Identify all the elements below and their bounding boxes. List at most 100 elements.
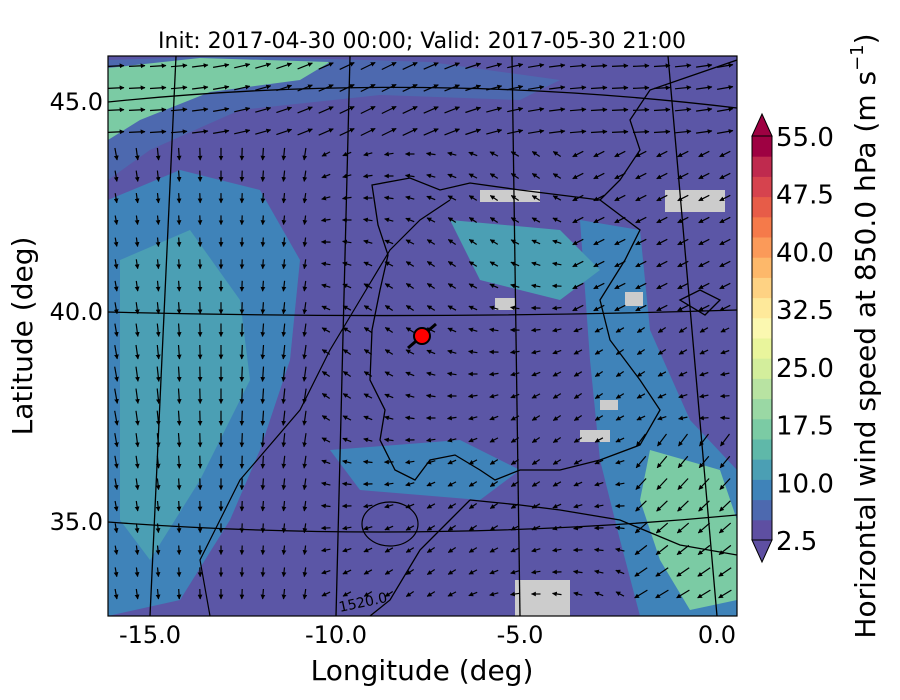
- wind-vector: [426, 371, 436, 377]
- wind-vector: [134, 237, 140, 247]
- wind-vector: [468, 327, 478, 333]
- wind-vector: [697, 544, 711, 556]
- wind-vector: [113, 478, 119, 490]
- wind-vector: [113, 302, 119, 315]
- wind-vector: [594, 371, 604, 377]
- colorbar-segment: [752, 297, 772, 319]
- wind-vector: [590, 63, 608, 69]
- wind-vector: [510, 371, 520, 377]
- wind-vector: [489, 437, 499, 443]
- wind-vector: [531, 195, 541, 201]
- wind-vector: [656, 172, 668, 180]
- wind-vector: [489, 459, 499, 465]
- wind-vector: [594, 327, 604, 333]
- wind-vector: [321, 283, 331, 289]
- wind-vector: [698, 238, 710, 246]
- colorbar-label-main: Horizontal wind speed at 850.0 hPa (m s: [849, 71, 882, 639]
- wind-vector: [573, 459, 583, 465]
- wind-vector: [108, 107, 125, 113]
- wind-vector: [468, 349, 478, 355]
- wind-vector: [192, 107, 209, 112]
- wind-vector: [636, 327, 646, 333]
- wind-vector: [192, 129, 209, 134]
- station-marker-dot: [413, 327, 431, 345]
- wind-vector: [489, 503, 499, 509]
- wind-vector: [552, 173, 562, 179]
- wind-vector: [134, 567, 140, 578]
- wind-vector: [318, 106, 334, 114]
- wind-vector: [321, 305, 331, 311]
- wind-vector: [114, 410, 119, 426]
- wind-vector: [170, 85, 188, 91]
- colorbar-segment: [752, 439, 772, 460]
- wind-vector: [635, 455, 647, 469]
- wind-vector: [510, 195, 520, 201]
- wind-vector: [573, 481, 583, 487]
- wind-vector: [260, 410, 266, 426]
- wind-vector: [113, 588, 119, 600]
- wind-vector: [255, 62, 272, 69]
- wind-vector: [234, 62, 251, 69]
- wind-vector: [593, 282, 605, 290]
- wind-vector: [632, 129, 650, 135]
- wind-vector: [634, 567, 648, 577]
- wind-vector: [134, 588, 140, 600]
- map-panel: 1520.0: [108, 56, 737, 616]
- wind-vector: [716, 106, 734, 112]
- wind-vector: [260, 455, 266, 469]
- wind-vector: [677, 260, 689, 268]
- wind-vector: [321, 393, 331, 399]
- wind-vector: [260, 545, 266, 555]
- wind-vector: [552, 459, 562, 465]
- wind-vector: [176, 388, 182, 404]
- wind-vector: [426, 217, 436, 223]
- wind-vector: [155, 433, 161, 448]
- wind-vector: [507, 106, 524, 113]
- wind-vector: [113, 523, 119, 534]
- wind-vector: [676, 522, 690, 534]
- wind-vector: [552, 305, 562, 311]
- wind-vector: [384, 261, 394, 267]
- wind-vector: [698, 500, 710, 512]
- wind-vector: [697, 589, 711, 599]
- colorbar-segment: [752, 459, 772, 480]
- wind-vector: [405, 349, 415, 355]
- wind-vector: [531, 503, 541, 509]
- wind-vector: [134, 455, 140, 469]
- wind-vector: [447, 305, 457, 311]
- wind-vector: [572, 260, 584, 268]
- wind-vector: [155, 237, 161, 247]
- wind-vector: [155, 193, 161, 204]
- wind-vector: [260, 366, 266, 382]
- wind-vector: [552, 547, 562, 553]
- wind-vector: [405, 261, 415, 267]
- wind-vector: [234, 106, 251, 113]
- wind-vector: [698, 304, 710, 312]
- wind-vector: [614, 238, 626, 246]
- wind-vector: [573, 503, 583, 509]
- colorbar-frame: [751, 135, 773, 541]
- meridian-minus-15: [149, 56, 177, 616]
- wind-vector: [384, 195, 394, 201]
- wind-vector: [302, 259, 308, 270]
- wind-vector: [465, 62, 482, 70]
- wind-vector: [615, 591, 625, 597]
- wind-vector: [594, 503, 604, 509]
- wind-vector: [134, 147, 140, 161]
- wind-vector: [276, 106, 293, 114]
- wind-vector: [569, 107, 587, 113]
- wind-vector: [302, 344, 307, 360]
- meridian-0: [667, 56, 718, 616]
- wind-vector: [363, 547, 373, 553]
- wind-vector: [636, 415, 646, 421]
- wind-vector: [339, 62, 355, 70]
- colorbar-tick-label: 40.0: [776, 238, 834, 268]
- wind-vector: [572, 238, 584, 246]
- wind-vector: [720, 393, 730, 399]
- wind-vector: [363, 239, 373, 245]
- wind-vector: [134, 259, 140, 270]
- wind-vector: [255, 84, 272, 91]
- wind-vector: [573, 591, 583, 597]
- wind-vector: [468, 305, 478, 311]
- wind-vector: [656, 282, 668, 290]
